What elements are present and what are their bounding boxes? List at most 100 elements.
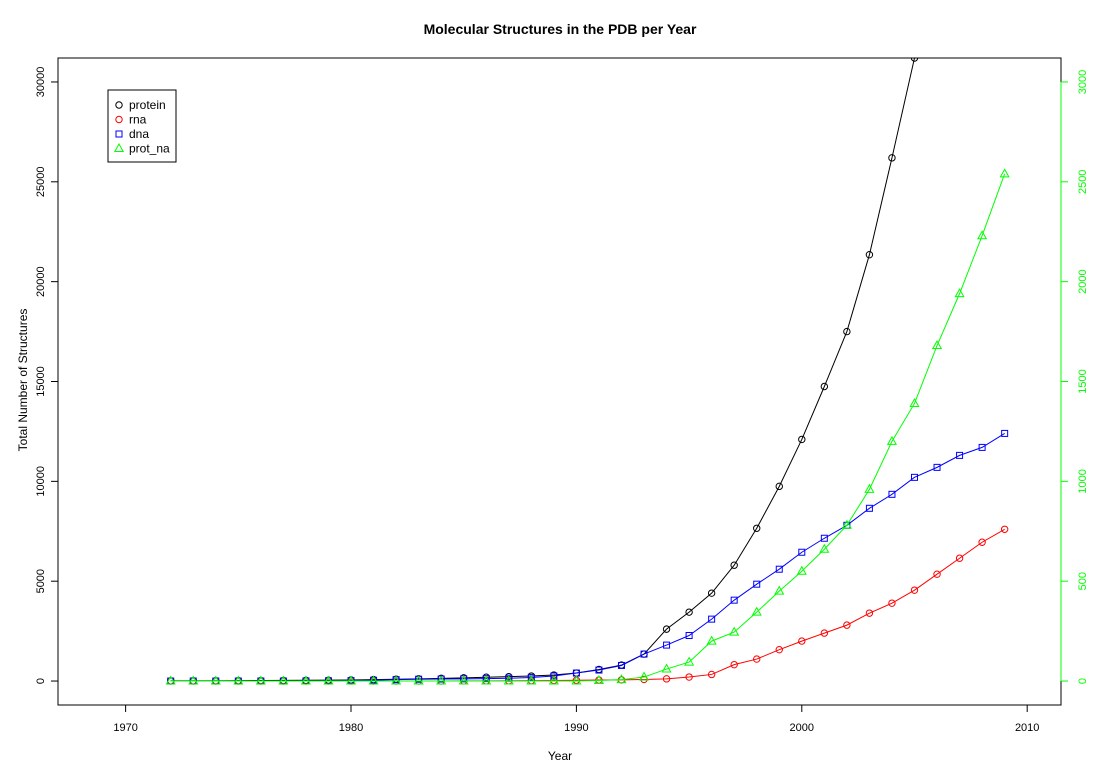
- data-point-prot-na: [864, 483, 875, 493]
- data-point-rna: [775, 645, 783, 654]
- data-point-dna: [910, 473, 918, 481]
- data-point-protein: [910, 58, 919, 62]
- data-point-dna: [617, 661, 625, 669]
- data-point-protein: [820, 382, 829, 391]
- data-point-prot-na: [638, 671, 650, 681]
- y2-tick-label: 2000: [1077, 269, 1089, 293]
- data-point-protein: [730, 561, 738, 569]
- data-point-prot-na: [391, 675, 402, 685]
- data-point-prot-na: [661, 663, 672, 673]
- data-point-rna: [933, 570, 941, 578]
- data-point-dna: [685, 632, 693, 640]
- data-point-dna: [978, 443, 986, 451]
- chart-title: Molecular Structures in the PDB per Year: [424, 21, 697, 37]
- data-point-protein: [775, 482, 783, 491]
- data-point-rna: [1000, 525, 1009, 533]
- y2-tick-label: 500: [1077, 572, 1089, 590]
- data-point-prot-na: [210, 675, 221, 685]
- data-point-prot-na: [233, 675, 244, 685]
- data-point-dna: [550, 672, 558, 680]
- data-point-protein: [753, 524, 761, 532]
- data-point-dna: [753, 580, 761, 588]
- data-point-rna: [662, 675, 671, 683]
- data-point-rna: [820, 629, 829, 637]
- x-axis-label: Year: [548, 749, 572, 763]
- plot-frame: [57, 57, 1062, 706]
- data-point-prot-na: [323, 675, 334, 685]
- y2-tick-label: 0: [1077, 678, 1089, 684]
- data-point-protein: [843, 327, 851, 336]
- y-axis-label: Total Number of Structures: [16, 309, 30, 452]
- data-point-protein: [707, 589, 716, 597]
- data-point-dna: [527, 673, 535, 681]
- data-point-prot-na: [278, 675, 289, 685]
- data-point-prot-na: [706, 635, 717, 645]
- y2-axis: 0 500 1000 1500 2000 2500 3000: [1060, 70, 1089, 684]
- series-line-dna: [170, 432, 1005, 682]
- y-axis: 0 5000 10000 15000 20000 25000 30000: [35, 67, 58, 684]
- x-tick-label: 1970: [113, 722, 137, 734]
- data-point-dna: [798, 548, 806, 556]
- legend-label-prot-na: prot_na: [129, 142, 170, 156]
- data-point-prot-na: [616, 674, 627, 684]
- data-point-prot-na: [954, 288, 965, 298]
- data-point-rna: [640, 675, 648, 684]
- x-tick-label: 1980: [339, 722, 363, 734]
- legend-label-protein: protein: [129, 98, 166, 112]
- data-point-rna: [843, 621, 851, 629]
- x-tick-label: 2010: [1015, 722, 1039, 734]
- legend-label-rna: rna: [129, 113, 147, 127]
- data-point-dna: [956, 451, 964, 459]
- data-point-prot-na: [481, 675, 492, 685]
- data-point-dna: [820, 534, 828, 542]
- series-protein: [166, 58, 919, 685]
- data-point-prot-na: [751, 606, 762, 616]
- data-point-prot-na: [909, 397, 920, 407]
- data-point-dna: [775, 565, 783, 573]
- data-point-prot-na: [977, 230, 988, 240]
- data-point-prot-na: [503, 675, 514, 685]
- x-axis: 1970 1980 1990 2000 2010: [113, 704, 1039, 734]
- data-point-prot-na: [684, 656, 695, 666]
- y-tick-label: 25000: [35, 167, 47, 198]
- data-point-rna: [888, 599, 896, 607]
- data-point-prot-na: [841, 519, 852, 529]
- data-point-rna: [910, 586, 919, 594]
- data-point-rna: [865, 609, 874, 617]
- data-point-prot-na: [436, 675, 447, 685]
- data-point-protein: [888, 154, 896, 162]
- data-point-prot-na: [255, 675, 266, 685]
- data-point-prot-na: [413, 675, 424, 685]
- data-point-prot-na: [300, 675, 311, 685]
- data-point-protein: [685, 608, 693, 616]
- data-point-prot-na: [165, 675, 176, 685]
- series-line-protein: [170, 58, 915, 682]
- y-tick-label: 5000: [35, 569, 47, 593]
- legend-label-dna: dna: [129, 127, 149, 141]
- data-point-dna: [730, 596, 738, 604]
- data-point-rna: [753, 655, 761, 663]
- data-point-prot-na: [345, 675, 357, 685]
- series-layer: [165, 58, 1010, 685]
- y-tick-label: 0: [35, 678, 47, 684]
- data-point-prot-na: [571, 675, 582, 685]
- data-point-rna: [955, 554, 964, 562]
- y-tick-label: 15000: [35, 366, 47, 397]
- legend-symbol-protein: [115, 101, 123, 109]
- data-point-prot-na: [796, 565, 807, 575]
- legend-symbol-rna: [115, 115, 123, 124]
- data-point-prot-na: [931, 340, 943, 350]
- data-point-dna: [595, 666, 603, 674]
- data-point-rna: [730, 660, 738, 669]
- plot-border: [57, 57, 1062, 706]
- data-point-prot-na: [548, 675, 559, 685]
- y2-tick-label: 1000: [1077, 469, 1089, 493]
- y2-tick-label: 3000: [1077, 70, 1089, 94]
- x-tick-label: 2000: [790, 722, 814, 734]
- legend-symbol-prot-na: [113, 142, 125, 152]
- data-point-dna: [640, 650, 648, 658]
- data-point-prot-na: [886, 435, 898, 445]
- data-point-rna: [707, 670, 716, 679]
- y-tick-label: 20000: [35, 266, 47, 297]
